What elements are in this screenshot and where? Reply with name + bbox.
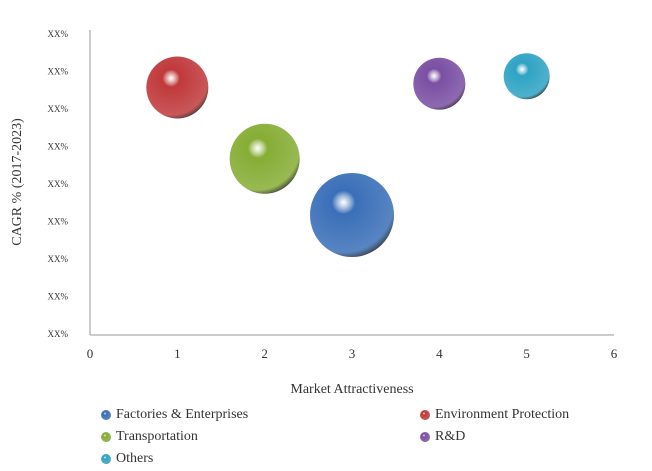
y-tick-label: XX% <box>48 329 69 339</box>
bubble <box>229 123 300 194</box>
legend-label: Environment Protection <box>435 407 569 422</box>
legend-label: Transportation <box>116 429 198 444</box>
x-tick-label: 1 <box>174 346 181 361</box>
x-tick-label: 0 <box>87 346 94 361</box>
x-tick-label: 3 <box>349 346 356 361</box>
y-tick-label: XX% <box>48 254 69 264</box>
bubble <box>413 57 466 110</box>
legend-label: Others <box>116 451 153 466</box>
legend-label: R&D <box>435 429 465 444</box>
legend-label: Factories & Enterprises <box>116 407 248 422</box>
legend-marker <box>420 432 430 442</box>
x-axis-title: Market Attractiveness <box>290 382 413 397</box>
y-tick-label: XX% <box>48 179 69 189</box>
y-tick-label: XX% <box>48 104 69 114</box>
y-tick-label: XX% <box>48 67 69 77</box>
bubble <box>146 56 209 119</box>
y-axis-title: CAGR % (2017-2023) <box>10 118 25 246</box>
x-tick-label: 5 <box>523 346 530 361</box>
bubble <box>310 173 394 257</box>
bubble <box>503 53 550 100</box>
y-tick-label: XX% <box>48 217 69 227</box>
x-tick-label: 4 <box>436 346 443 361</box>
legend-marker <box>101 454 111 464</box>
legend-marker <box>101 432 111 442</box>
y-tick-label: XX% <box>48 142 69 152</box>
legend-marker <box>420 410 430 420</box>
x-tick-label: 6 <box>611 346 618 361</box>
y-tick-label: XX% <box>48 292 69 302</box>
x-tick-label: 2 <box>261 346 268 361</box>
legend-marker <box>101 410 111 420</box>
y-tick-label: XX% <box>48 29 69 39</box>
